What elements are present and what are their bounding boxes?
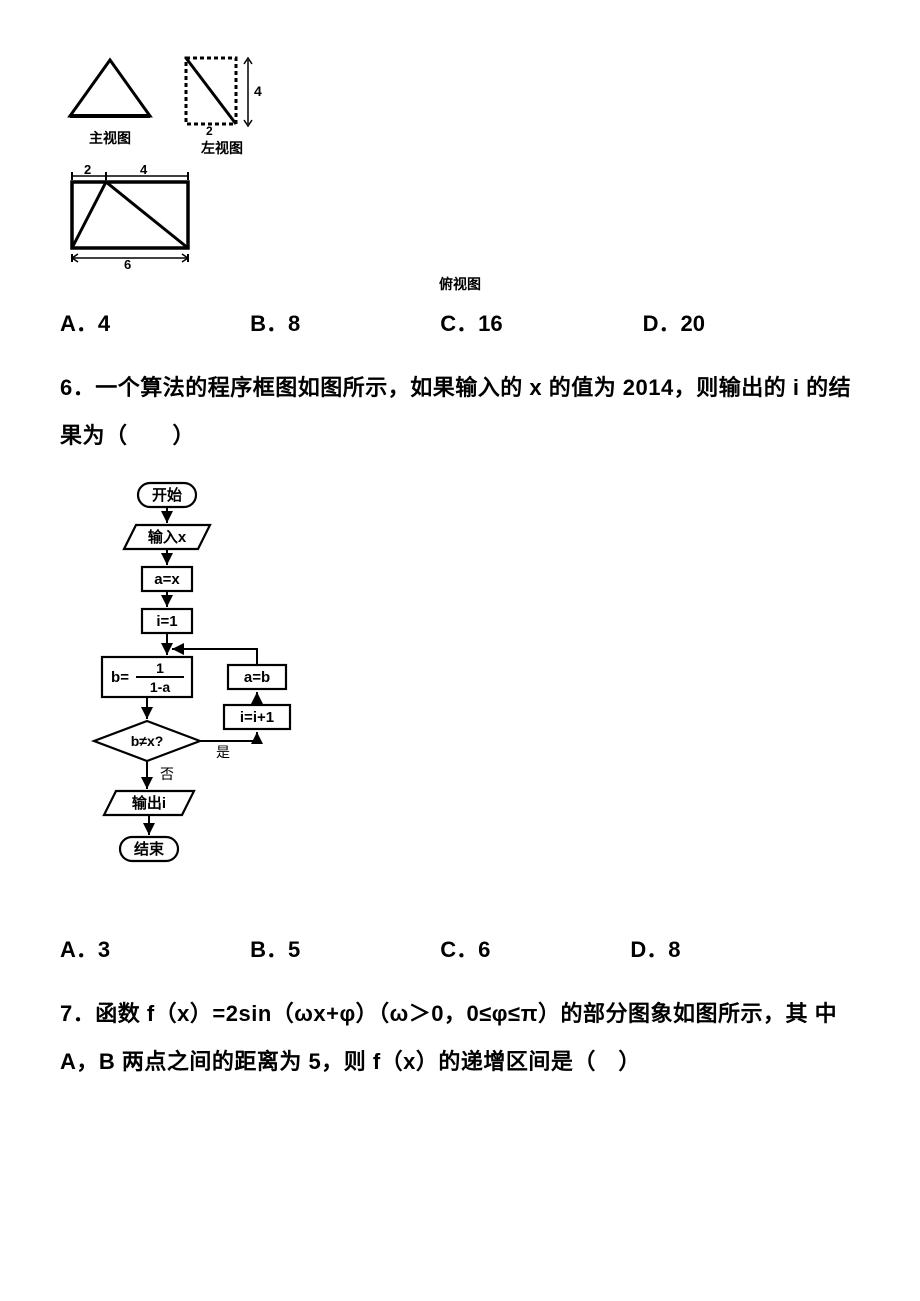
views-top-row: 主视图 2 4 左视图 [60,50,860,158]
q5-option-c: C．16 [440,306,502,338]
top-dim-total: 6 [124,257,131,272]
fc-iinc: i=i+1 [240,709,274,726]
front-view-label: 主视图 [89,128,131,148]
q6-option-b: B．5 [250,932,300,964]
q5-option-b: B．8 [250,306,300,338]
side-view: 2 4 左视图 [178,50,266,158]
fc-frac-den: 1-a [150,679,170,695]
side-view-svg: 2 4 [178,50,266,136]
q5-option-d: D．20 [643,306,705,338]
fc-end: 结束 [134,840,165,858]
q6-option-c: C．6 [440,932,490,964]
top-dim-seg2: 4 [140,162,148,177]
side-view-label: 左视图 [201,138,243,158]
fc-start: 开始 [152,486,182,504]
fc-ax: a=x [154,571,180,588]
q6-option-d: D．8 [630,932,680,964]
three-view-figure: 主视图 2 4 左视图 2 4 [60,50,860,294]
q5-option-a: A．4 [60,306,110,338]
top-dim-seg1: 2 [84,162,91,177]
fc-input: 输入x [148,528,187,546]
q5-options-row: A．4 B．8 C．16 D．20 [60,306,860,338]
fc-yes: 是 [216,744,230,760]
fc-cond: b≠x? [131,733,164,749]
q6-flowchart-svg: 开始 输入x a=x i=1 b= 1 1-a a=b i=i+1 [60,479,320,909]
side-view-width-dim: 2 [206,124,213,136]
fc-b-eq: b= [111,669,129,686]
q6-text: 6．一个算法的程序框图如图所示，如果输入的 x 的值为 2014，则输出的 i … [60,364,860,461]
front-view-svg [60,50,160,126]
fc-output: 输出i [132,794,166,812]
fc-ab: a=b [244,669,270,686]
q6-flowchart: 开始 输入x a=x i=1 b= 1 1-a a=b i=i+1 [60,479,860,914]
front-view: 主视图 [60,50,160,148]
fc-frac-num: 1 [156,660,164,676]
top-view: 2 4 6 俯视图 [60,162,860,294]
top-view-label: 俯视图 [439,274,481,294]
q6-option-a: A．3 [60,932,110,964]
q6-options-row: A．3 B．5 C．6 D．8 [60,932,860,964]
q7-text: 7．函数 f（x）=2sin（ωx+φ）（ω＞0，0≤φ≤π）的部分图象如图所示… [60,990,860,1087]
fc-no: 否 [160,766,174,782]
side-view-height-dim: 4 [254,83,262,99]
top-view-svg: 2 4 6 [60,162,200,272]
fc-i1: i=1 [156,613,177,630]
